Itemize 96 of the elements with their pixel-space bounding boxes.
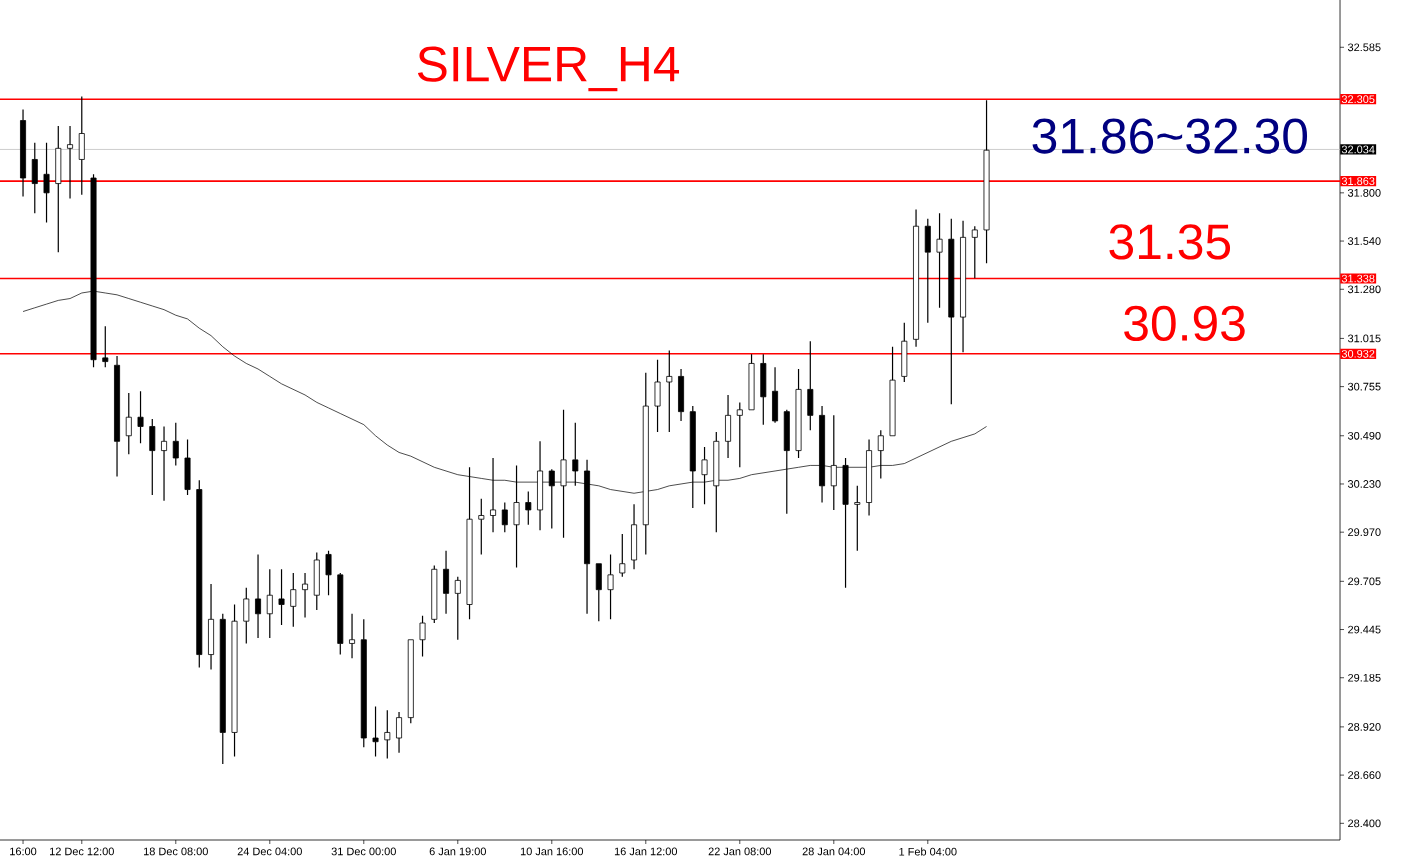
y-tick-label: 31.540 <box>1347 237 1381 245</box>
candlestick <box>678 368 685 422</box>
candlestick <box>443 550 450 615</box>
candlestick <box>20 108 27 198</box>
candlestick <box>901 322 908 383</box>
candlestick <box>889 346 896 437</box>
candlestick <box>67 125 74 200</box>
candlestick <box>360 618 367 748</box>
candlestick <box>161 425 168 502</box>
x-tick-label: 6 Jan 19:00 <box>429 847 486 856</box>
y-tick-label: 28.920 <box>1348 723 1381 731</box>
y-tick-label: 30.490 <box>1347 431 1381 440</box>
candlestick <box>725 394 732 459</box>
candlestick <box>948 218 955 405</box>
candlestick <box>419 615 426 658</box>
x-tick-label: 18 Dec 08:00 <box>144 847 208 856</box>
candlestick <box>877 429 884 480</box>
candlestick <box>325 550 332 596</box>
candlestick <box>619 533 626 578</box>
text: 31.35 <box>1109 224 1231 260</box>
ref-line-label: 32.305 <box>1341 95 1375 104</box>
y-tick-label: 28.400 <box>1348 819 1381 828</box>
candlestick <box>78 95 85 196</box>
y-tick-label: 30.230 <box>1347 480 1381 488</box>
y-tick-label: 31.800 <box>1347 188 1381 197</box>
candlestick <box>795 368 802 459</box>
candlestick <box>302 572 309 619</box>
y-tick-label: 29.185 <box>1348 673 1381 682</box>
y-tick-label: 31.015 <box>1347 334 1381 343</box>
candlestick <box>290 572 297 628</box>
candlestick <box>266 568 273 639</box>
y-tick-label: 31.280 <box>1347 285 1381 294</box>
ref-line-label: 30.932 <box>1341 349 1375 358</box>
text: 31.86~32.30 <box>1032 118 1308 154</box>
text: 30.93 <box>1124 305 1245 342</box>
x-tick-label: 24 Dec 04:00 <box>237 847 302 856</box>
x-tick-label: 31 Dec 00:00 <box>331 847 396 856</box>
candlestick <box>913 208 920 348</box>
candlestick <box>971 225 978 279</box>
x-tick-label: 16 Jan 12:00 <box>614 847 678 856</box>
candlestick <box>372 705 379 758</box>
candlestick <box>983 99 990 264</box>
candlestick <box>43 142 50 224</box>
text: SILVER_H4 <box>417 46 680 92</box>
x-tick-label: 16:00 <box>10 847 37 856</box>
candlestick <box>478 498 485 556</box>
y-tick-label: 32.585 <box>1347 43 1381 52</box>
candlestick <box>572 422 579 487</box>
candlestick <box>760 353 767 426</box>
candlestick <box>137 390 144 444</box>
x-tick-label: 10 Jan 16:00 <box>520 847 584 856</box>
ref-line-label: 32.034 <box>1341 145 1375 154</box>
x-tick-label: 28 Jan 04:00 <box>802 847 866 856</box>
candlestick <box>854 485 861 552</box>
x-tick-label: 12 Dec 12:00 <box>50 847 114 856</box>
y-tick-label: 29.705 <box>1348 577 1381 586</box>
y-tick-label: 28.660 <box>1348 771 1381 779</box>
candlestick <box>607 553 614 620</box>
candlestick <box>219 613 226 765</box>
candlestick <box>208 583 215 670</box>
candlestick <box>525 490 532 526</box>
y-tick-label: 29.445 <box>1348 625 1381 634</box>
candlestick <box>243 587 250 645</box>
y-tick-label: 29.970 <box>1348 528 1381 537</box>
candlestick <box>666 349 673 433</box>
candlestick <box>196 479 203 669</box>
candlestick <box>102 325 109 368</box>
candlestick <box>807 340 814 431</box>
candlestick <box>595 563 602 622</box>
x-tick-label: 22 Jan 08:00 <box>708 847 772 856</box>
x-tick-label: 1 Feb 04:00 <box>899 847 957 856</box>
candlestick <box>960 220 967 353</box>
ref-line-label: 31.338 <box>1341 274 1375 283</box>
y-tick-label: 30.755 <box>1347 382 1381 391</box>
candlestick <box>772 366 779 424</box>
candlestick <box>231 603 238 758</box>
candlestick <box>384 709 391 760</box>
candlestick <box>349 613 356 659</box>
candlestick <box>313 551 320 611</box>
candlestick <box>55 125 62 253</box>
candlestick <box>396 711 403 754</box>
candlestick <box>654 359 661 433</box>
candlestick <box>114 355 121 478</box>
ref-line-label: 31.863 <box>1341 177 1375 186</box>
candlestick <box>255 553 262 639</box>
candlestick <box>736 401 743 468</box>
candlestick <box>31 142 38 214</box>
candlestick <box>184 438 191 496</box>
candlestick <box>149 418 156 496</box>
candlestick <box>631 503 638 570</box>
candlestick <box>936 212 943 309</box>
candlestick <box>924 218 931 324</box>
candlestick <box>454 576 461 641</box>
candlestick <box>125 392 132 455</box>
candlestick <box>278 568 285 626</box>
candlestick <box>172 422 179 467</box>
